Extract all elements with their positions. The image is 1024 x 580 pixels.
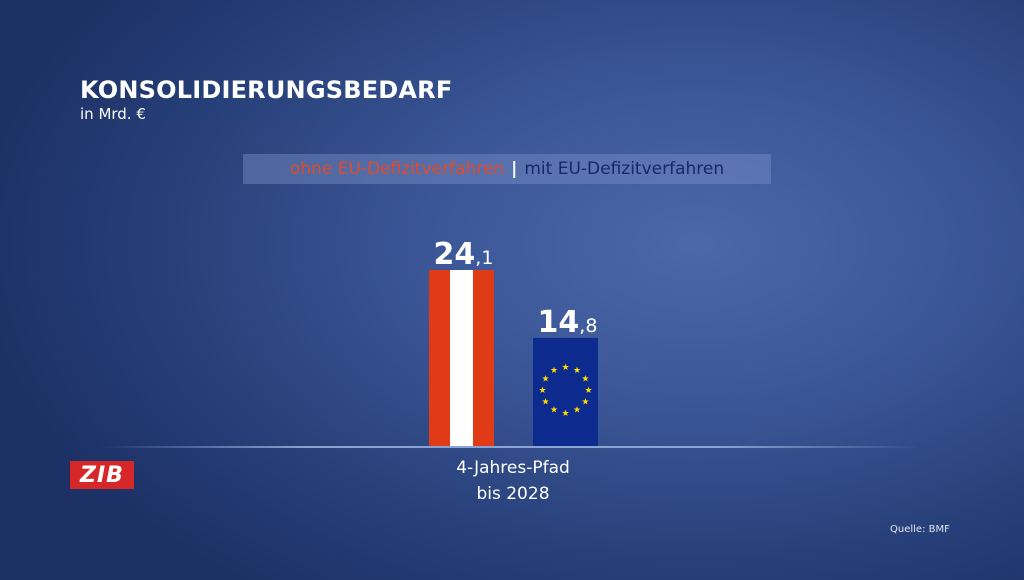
bar-white-stripe <box>450 270 473 446</box>
legend-item-mit: mit EU-Defizitverfahren <box>524 159 725 179</box>
eu-star-icon: ★ <box>550 366 558 376</box>
data-label: 24,1 <box>434 237 494 272</box>
x-label-line2: bis 2028 <box>476 484 550 504</box>
legend-item-ohne: ohne EU-Defizitverfahren <box>289 159 505 179</box>
legend: ohne EU-Defizitverfahren | mit EU-Defizi… <box>243 154 771 184</box>
eu-star-icon: ★ <box>573 366 581 376</box>
legend-separator: | <box>511 159 518 179</box>
eu-star-icon: ★ <box>581 374 589 384</box>
source-note: Quelle: BMF <box>890 524 950 535</box>
baseline <box>100 446 920 448</box>
chart-title: KONSOLIDIERUNGSBEDARF <box>80 76 453 104</box>
data-label-int: 24 <box>434 237 476 272</box>
x-label-line1: 4-Jahres-Pfad <box>456 458 570 478</box>
eu-star-icon: ★ <box>561 409 569 419</box>
eu-star-icon: ★ <box>550 406 558 416</box>
zib-logo: ZIB <box>70 461 134 489</box>
eu-star-icon: ★ <box>538 386 546 396</box>
eu-star-icon: ★ <box>573 406 581 416</box>
data-label-dec: ,8 <box>579 315 597 337</box>
eu-star-icon: ★ <box>581 397 589 407</box>
chart-subtitle: in Mrd. € <box>80 105 146 123</box>
eu-star-icon: ★ <box>561 363 569 373</box>
data-label: 14,8 <box>538 305 598 340</box>
data-label-dec: ,1 <box>475 247 493 269</box>
bar-mit-eu-defizitverfahren <box>533 337 598 446</box>
eu-star-icon: ★ <box>542 397 550 407</box>
data-label-int: 14 <box>538 305 580 340</box>
eu-star-icon: ★ <box>584 386 592 396</box>
eu-star-icon: ★ <box>542 374 550 384</box>
